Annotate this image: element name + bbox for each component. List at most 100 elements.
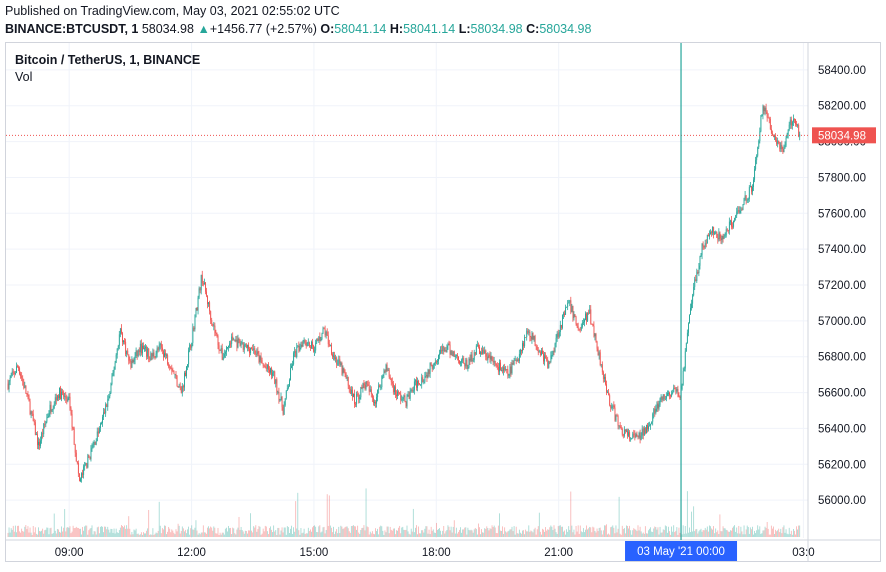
volume-bar bbox=[135, 528, 137, 537]
candle-body bbox=[221, 348, 223, 360]
volume-bar bbox=[557, 526, 559, 537]
candle-body bbox=[422, 377, 424, 383]
candle-body bbox=[129, 360, 131, 362]
candle-body bbox=[697, 271, 699, 274]
volume-bar bbox=[46, 527, 48, 537]
candle-body bbox=[693, 286, 695, 296]
candle-body bbox=[763, 106, 765, 112]
volume-bar bbox=[411, 531, 413, 537]
volume-bar bbox=[232, 527, 234, 537]
volume-bar bbox=[640, 531, 642, 537]
candle-body bbox=[754, 169, 756, 180]
volume-bar bbox=[422, 530, 424, 537]
volume-bar bbox=[14, 525, 16, 537]
candle-body bbox=[508, 374, 510, 376]
volume-bar bbox=[475, 528, 477, 537]
candle-body bbox=[30, 411, 32, 415]
close-value: 58034.98 bbox=[539, 22, 592, 36]
candle-body bbox=[224, 351, 226, 354]
volume-bar bbox=[447, 525, 449, 537]
candle-body bbox=[782, 149, 784, 153]
candle-body bbox=[41, 433, 43, 441]
volume-bar bbox=[274, 531, 276, 537]
candle-body bbox=[366, 381, 368, 385]
volume-bar bbox=[192, 529, 194, 537]
candle-body bbox=[284, 398, 286, 406]
candle-body bbox=[264, 366, 266, 368]
volume-bar bbox=[152, 528, 154, 537]
candle-body bbox=[381, 376, 383, 388]
low-label: L: bbox=[458, 22, 471, 36]
volume-bar bbox=[13, 531, 15, 537]
volume-bar bbox=[121, 525, 122, 537]
candle-body bbox=[590, 309, 592, 324]
candle-body bbox=[656, 403, 658, 409]
volume-bar bbox=[227, 531, 228, 537]
candle-body bbox=[227, 347, 228, 348]
volume-bar bbox=[633, 528, 635, 537]
volume-bar bbox=[671, 526, 672, 537]
volume-bar bbox=[244, 530, 246, 537]
volume-bar bbox=[516, 533, 518, 537]
volume-bar bbox=[777, 530, 779, 537]
volume-bar bbox=[757, 525, 759, 537]
candle-body bbox=[73, 428, 75, 445]
candle-body bbox=[515, 360, 517, 362]
candle-body bbox=[355, 403, 357, 405]
volume-bar bbox=[621, 525, 623, 537]
candle-body bbox=[380, 387, 382, 388]
candle-body bbox=[565, 307, 567, 315]
volume-bar bbox=[658, 534, 660, 537]
volume-bar bbox=[758, 529, 760, 537]
volume-bar bbox=[644, 526, 646, 537]
volume-bar bbox=[123, 527, 124, 537]
candle-body bbox=[363, 383, 365, 385]
volume-bar bbox=[713, 526, 714, 537]
candle-body bbox=[72, 427, 74, 429]
volume-bar bbox=[382, 530, 384, 537]
volume-bar bbox=[53, 513, 55, 537]
candle-body bbox=[175, 374, 177, 377]
candle-body bbox=[633, 433, 635, 435]
volume-bar bbox=[256, 531, 258, 537]
volume-bar bbox=[199, 534, 201, 537]
candle-body bbox=[182, 386, 184, 388]
candle-body bbox=[228, 345, 229, 348]
volume-bar bbox=[776, 531, 777, 537]
volume-bar bbox=[670, 534, 671, 537]
candle-body bbox=[171, 369, 173, 371]
volume-bar bbox=[241, 530, 243, 537]
volume-bar bbox=[668, 526, 669, 537]
volume-bar bbox=[273, 525, 275, 537]
volume-bar bbox=[198, 532, 200, 537]
candle-body bbox=[207, 295, 208, 305]
volume-bar bbox=[517, 533, 519, 537]
candle-body bbox=[615, 415, 617, 421]
volume-bar bbox=[783, 525, 785, 537]
candle-body bbox=[151, 353, 153, 357]
candle-body bbox=[118, 334, 120, 346]
candle-body bbox=[232, 336, 234, 341]
candle-body bbox=[160, 343, 162, 348]
volume-bar bbox=[336, 529, 338, 537]
volume-bar bbox=[552, 530, 554, 537]
chart-frame[interactable] bbox=[5, 42, 881, 562]
volume-bar bbox=[772, 528, 773, 537]
volume-bar bbox=[173, 532, 175, 537]
candle-body bbox=[457, 354, 458, 357]
x-tick-label: 21:00 bbox=[544, 547, 573, 559]
volume-bar bbox=[294, 531, 296, 537]
candle-body bbox=[303, 340, 305, 342]
candle-body bbox=[562, 314, 563, 328]
volume-bar bbox=[230, 527, 231, 537]
volume-bar bbox=[188, 526, 189, 537]
volume-bar bbox=[96, 527, 98, 537]
candle-body bbox=[10, 375, 12, 378]
candle-body bbox=[556, 333, 558, 338]
candle-body bbox=[59, 387, 60, 399]
volume-bar bbox=[727, 531, 729, 537]
volume-bar bbox=[419, 533, 420, 537]
volume-bar bbox=[187, 529, 188, 537]
candle-body bbox=[567, 302, 569, 308]
